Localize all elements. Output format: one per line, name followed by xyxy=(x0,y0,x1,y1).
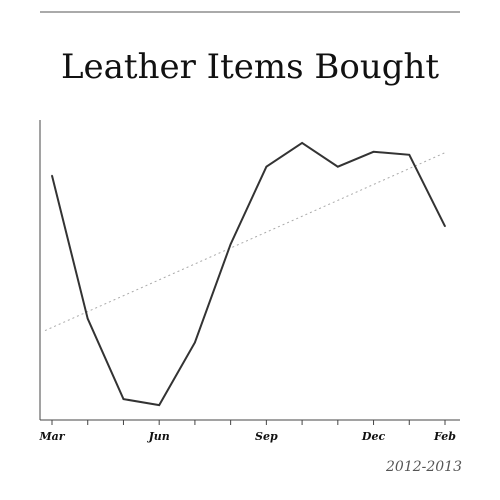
x-tick-label-sep: Sep xyxy=(255,430,278,443)
trend-line-layer xyxy=(44,151,448,332)
data-point-jan xyxy=(408,154,411,156)
data-point-mar xyxy=(51,174,53,177)
data-point-feb xyxy=(444,225,446,228)
trend-line xyxy=(44,151,448,332)
data-point-jun xyxy=(158,404,160,406)
data-point-nov xyxy=(337,165,339,168)
data-point-aug xyxy=(229,243,232,245)
x-tick-label-mar: Mar xyxy=(38,430,65,443)
data-point-apr xyxy=(86,317,89,320)
data-point-sep xyxy=(265,165,268,168)
data-point-dec xyxy=(372,151,375,153)
data-point-may xyxy=(122,398,125,400)
data-point-jul xyxy=(194,341,196,344)
chart-title: Leather Items Bought xyxy=(61,47,439,87)
x-tick-label-jun: Jun xyxy=(147,430,170,443)
x-ticks: Mar Jun Sep Dec Feb xyxy=(38,420,456,443)
chart-caption: 2012-2013 xyxy=(385,459,462,475)
x-tick-label-dec: Dec xyxy=(361,430,386,443)
series-line-0 xyxy=(51,141,446,407)
x-tick-label-feb: Feb xyxy=(433,430,456,443)
axes xyxy=(39,120,460,421)
series-layer xyxy=(51,141,446,407)
data-point-oct xyxy=(301,142,303,144)
